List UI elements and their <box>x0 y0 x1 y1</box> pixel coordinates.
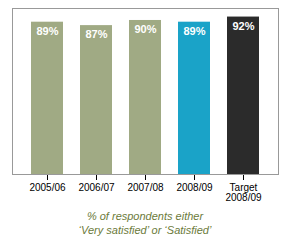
svg-text:89%: 89% <box>36 25 58 37</box>
svg-text:Target2008/09: Target2008/09 <box>225 182 262 203</box>
svg-text:87%: 87% <box>85 28 107 40</box>
svg-text:2006/07: 2006/07 <box>78 182 115 193</box>
svg-text:89%: 89% <box>183 25 205 37</box>
svg-text:90%: 90% <box>134 23 156 35</box>
svg-text:2008/09: 2008/09 <box>176 182 213 193</box>
html-text:% of respondents either ‘Very: % of respondents either ‘Very satisfied’… <box>78 210 212 236</box>
svg-text:92%: 92% <box>232 20 254 32</box>
svg-text:2007/08: 2007/08 <box>127 182 164 193</box>
svg-text:2005/06: 2005/06 <box>29 182 66 193</box>
